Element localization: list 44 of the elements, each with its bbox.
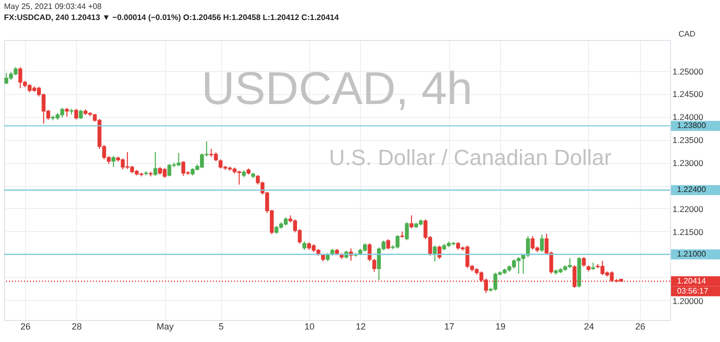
candlestick xyxy=(568,258,572,269)
x-tick-label: 10 xyxy=(304,322,315,332)
y-tick-label: 1.21500 xyxy=(672,226,704,237)
chart-subtitle: FX:USDCAD, 240 1.20413 ▼ −0.00014 (−0.01%) O:1.20456 H:1.20458 L:1.20412 C:1.20414 xyxy=(4,13,340,22)
candlestick xyxy=(530,236,535,250)
y-tick-label: 1.24500 xyxy=(672,89,704,100)
y-tick-label: 1.22000 xyxy=(672,204,704,214)
annotation: USDCAD, 4h xyxy=(202,62,472,114)
ref-line-label: 1.21000 xyxy=(677,249,706,258)
x-tick-label: 5 xyxy=(218,322,224,332)
y-tick-label: 1.23000 xyxy=(672,158,704,168)
candlestick xyxy=(540,234,544,253)
y-tick-label: 1.25000 xyxy=(672,66,704,76)
ref-line-label: 1.22400 xyxy=(677,185,706,194)
candlestick xyxy=(432,245,437,262)
y-tick-label: 1.23500 xyxy=(672,135,704,146)
candlestick xyxy=(218,158,223,170)
candlestick xyxy=(74,108,78,120)
x-tick-label: May xyxy=(156,322,174,332)
candlestick xyxy=(404,222,409,241)
chart-title: May 25, 2021 09:03:44 +08 xyxy=(4,2,102,11)
candlestick xyxy=(410,214,414,229)
candlestick xyxy=(372,258,376,272)
x-tick-label: 24 xyxy=(584,322,594,332)
ref-line-label: 1.20414 xyxy=(677,276,706,286)
x-tick-label: 28 xyxy=(72,322,82,332)
candlestick xyxy=(386,238,390,250)
y-tick-label: 1.24000 xyxy=(672,112,704,122)
candlestick xyxy=(78,109,83,120)
candlestick xyxy=(153,152,158,176)
candlestick xyxy=(368,242,372,262)
x-tick-label: 19 xyxy=(496,322,506,332)
candlestick xyxy=(438,245,442,260)
x-tick-label: 26 xyxy=(20,322,30,332)
y-axis-title: CAD xyxy=(678,30,696,38)
x-tick-label: 26 xyxy=(635,322,646,332)
candlestick xyxy=(112,156,116,168)
x-tick-label: 12 xyxy=(356,322,366,332)
y-tick-label: 1.20000 xyxy=(672,296,704,306)
x-tick-label: 17 xyxy=(444,322,454,332)
candlestick xyxy=(582,256,586,268)
annotation: U.S. Dollar / Canadian Dollar xyxy=(328,145,612,170)
ref-line-label: 1.23800 xyxy=(677,120,706,130)
text: 03:56:17 xyxy=(677,286,709,296)
